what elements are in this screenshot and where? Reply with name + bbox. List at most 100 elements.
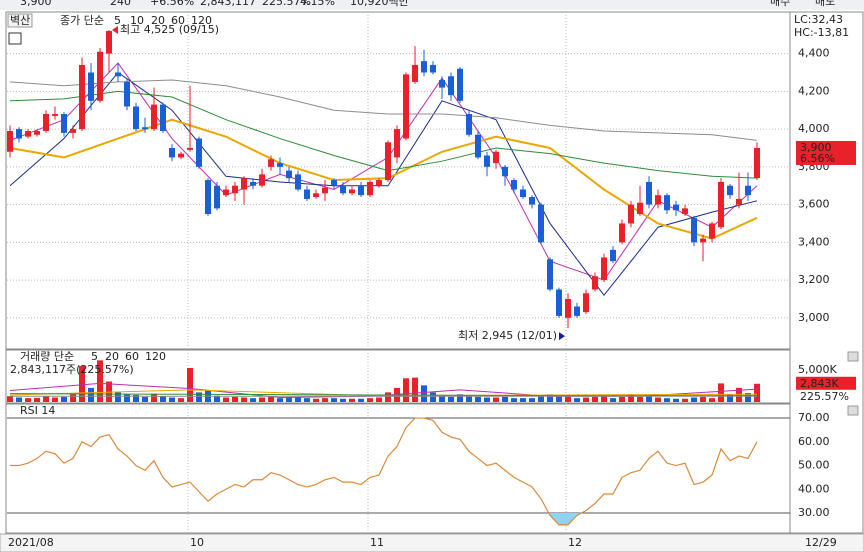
last-price-box [796,140,856,165]
volume-bar [88,387,94,402]
x-tick-label: 12 [568,536,582,549]
candle-body [565,298,571,318]
candle-body [574,306,580,316]
candle-body [322,187,328,194]
volume-bar [250,398,256,402]
candle-body [709,223,715,239]
volume-bar [151,393,157,402]
volume-bar [331,398,337,402]
candle-body [115,72,121,77]
volume-bar [655,397,661,402]
corner-label: LC:32,43 [794,13,843,26]
ma-line [9,393,757,397]
candle-body [160,104,166,131]
volume-bar [574,398,580,402]
stock-name-box [7,13,33,28]
panel-button[interactable] [847,405,859,416]
x-tick-label: 2021/08 [8,536,54,549]
grid-icon [8,32,22,45]
right-axis [789,11,864,534]
candle-body [142,127,148,130]
volume-bar [673,398,679,402]
volume-bar [682,398,688,402]
annotation-arrow [112,26,118,35]
header-strip [0,0,864,10]
legend-entry: 20 [105,350,119,363]
candle-body [241,178,247,190]
rsi-line [10,417,758,526]
ma-line [9,71,758,296]
volume-bar [304,398,310,402]
candle-body [718,181,724,228]
volume-bar [178,398,184,402]
volume-bar [637,396,643,402]
volume-bar [376,397,382,402]
candle-body [754,147,760,179]
volume-bar [700,396,706,402]
volume-bar [466,396,472,402]
y-tick-label: 4,400 [798,47,830,60]
volume-bar [718,383,724,402]
header-text: 매도 [815,0,835,8]
candle-body [106,30,112,54]
candle-body [475,134,481,158]
candle-body [223,189,229,196]
y-tick-label: 3,000 [798,311,830,324]
volume-bar [367,398,373,402]
volume-bar [133,394,139,402]
volume-bar [403,378,409,402]
volume-bar [52,397,58,402]
volume-bar [439,396,445,402]
last-volume: 2,843K [800,377,839,390]
candle-body [529,197,535,205]
header-text: 10,920백만 [350,0,409,8]
candle-body [448,76,454,96]
volume-bar [475,396,481,402]
x-axis-strip [0,533,864,552]
volume-bar [358,398,364,402]
candle-body [421,61,427,73]
candle-body [331,180,337,186]
candle-body [727,185,733,196]
candle-body [88,72,94,101]
volume-bar [430,392,436,402]
candle-body [349,189,355,194]
header-text: 매수 [770,0,790,8]
y-tick-label: 40.00 [798,482,830,495]
panel-button[interactable] [847,351,859,362]
volume-bar [520,398,526,402]
legend-entry: 5 [114,14,121,27]
candle-body [628,204,634,224]
candle-body [259,174,265,186]
volume-bar [25,398,31,402]
legend-entry: 60 [171,14,185,27]
candle-body [340,185,346,194]
volume-bar [340,398,346,402]
candle-body [205,180,211,215]
candle-body [466,114,472,135]
candle-body [358,185,364,196]
candle-body [304,189,310,199]
volume-bar [565,394,571,402]
volume-bar [286,397,292,402]
annotation: 최고 4,525 (09/15) [120,23,219,36]
plot: 3,0003,2003,4003,6003,8004,0004,2004,400… [7,12,856,549]
header-text: +6.56% [150,0,194,8]
header: 3,900 240 +6.56% 2,843,117 225.57%4.15% 10,92… [20,0,835,8]
volume-bar [493,397,499,402]
volume-bar [547,394,553,402]
volume-bar [628,394,634,402]
stock-name: 벽산 [10,14,30,27]
volume-bar [277,398,283,402]
legend-entry: 60 [125,350,139,363]
candle-body [646,181,652,205]
last-price: 3,900 [800,141,832,154]
volume-bar [187,368,193,402]
volume-bar [412,377,418,402]
volume-bar [43,396,49,402]
candle-body [277,163,283,167]
volume-bar [511,398,517,402]
candle-body [592,276,598,290]
candle-body [394,129,400,158]
